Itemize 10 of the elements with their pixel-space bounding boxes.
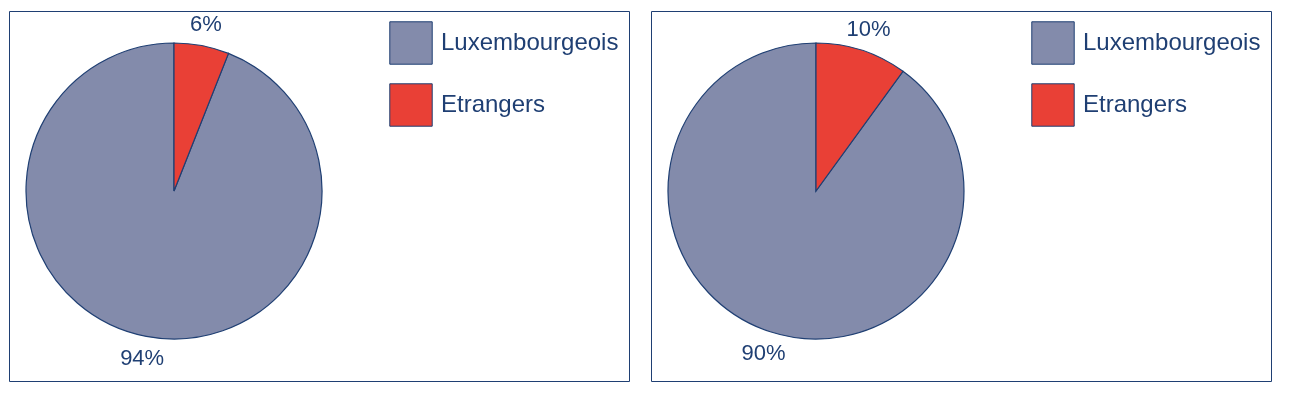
- data-label: 90%: [741, 339, 786, 365]
- data-label: 10%: [846, 16, 891, 42]
- pie-slice: [667, 42, 965, 340]
- pie-slice: [25, 42, 323, 340]
- legend-label: Etrangers: [1083, 90, 1188, 117]
- legend-label: Luxembourgeois: [1083, 28, 1261, 55]
- legend-label: Luxembourgeois: [441, 28, 619, 55]
- data-label: 94%: [120, 344, 165, 370]
- data-label: 6%: [189, 11, 222, 37]
- legend-label: Etrangers: [441, 90, 546, 117]
